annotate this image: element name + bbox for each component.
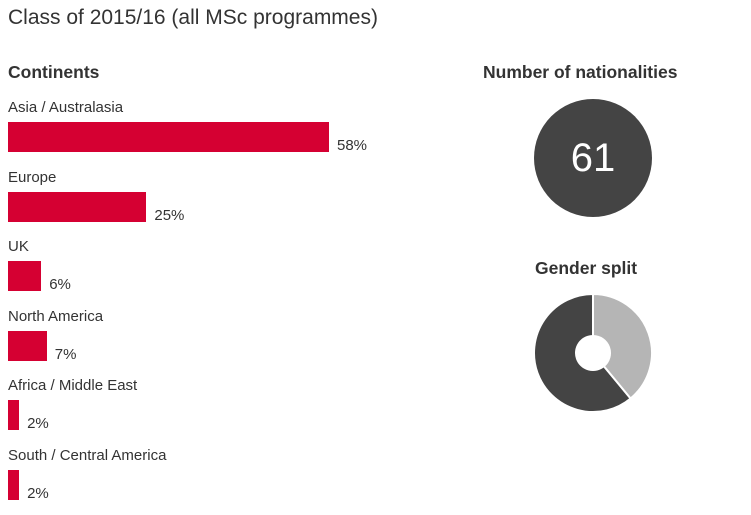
bar: [8, 261, 42, 292]
bar-value-label: 2%: [27, 485, 49, 502]
bar-value-label: 6%: [49, 276, 71, 294]
bar: [8, 470, 20, 500]
bar-category-label: South / Central America: [8, 447, 167, 464]
continents-bar-chart: Asia / Australasia 58% Europe 25% UK 6% North …: [8, 99, 368, 502]
bar-category-label: North America: [8, 307, 104, 325]
bar-category-label: UK: [8, 238, 29, 256]
gender-heading: Gender split: [535, 258, 638, 278]
bar: [8, 400, 20, 431]
page-title: Class of 2015/16 (all MSc programmes): [8, 6, 378, 29]
bar-category-label: Asia / Australasia: [8, 99, 124, 116]
nationalities-circle: 61: [534, 99, 652, 217]
bar: [8, 330, 47, 361]
continents-heading: Continents: [8, 62, 100, 82]
bar-category-label: Africa / Middle East: [8, 377, 138, 395]
bar: [8, 122, 329, 152]
nationalities-heading: Number of nationalities: [483, 62, 678, 82]
bar-value-label: 2%: [27, 415, 49, 433]
donut-slice: [533, 292, 633, 413]
bar-value-label: 7%: [54, 345, 77, 363]
gender-donut-chart: [533, 292, 653, 413]
bar-category-label: Europe: [8, 168, 57, 186]
bar: [8, 191, 147, 222]
bar-value-label: 58%: [337, 137, 368, 154]
donut-slice: [592, 292, 653, 400]
nationalities-count: 61: [570, 135, 616, 180]
bar-value-label: 25%: [154, 206, 185, 224]
